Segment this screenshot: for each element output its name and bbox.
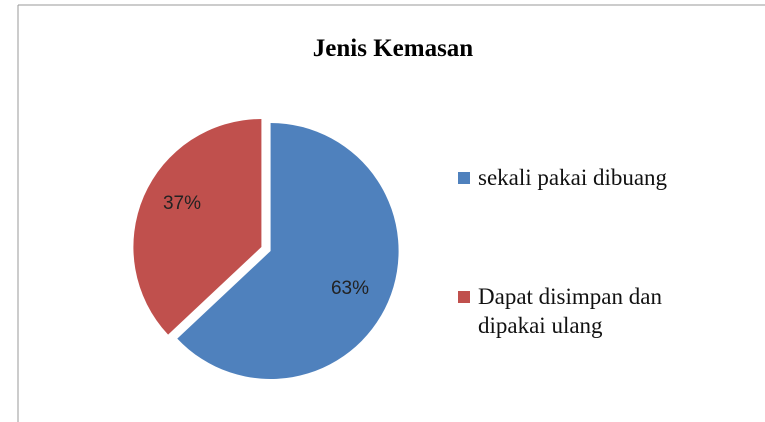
data-label: 63% (331, 278, 369, 299)
legend-label: Dapat disimpan dan dipakai ulang (478, 284, 662, 338)
data-label: 37% (163, 193, 201, 214)
legend-label: sekali pakai dibuang (478, 165, 668, 190)
legend-swatch (458, 172, 470, 184)
legend-item: Dapat disimpan dan dipakai ulang (458, 282, 728, 340)
legend-swatch (458, 291, 470, 303)
pie-slice (177, 122, 399, 379)
pie-slice (133, 119, 262, 335)
chart-title: Jenis Kemasan (313, 35, 474, 62)
legend-item: sekali pakai dibuang (458, 163, 728, 192)
